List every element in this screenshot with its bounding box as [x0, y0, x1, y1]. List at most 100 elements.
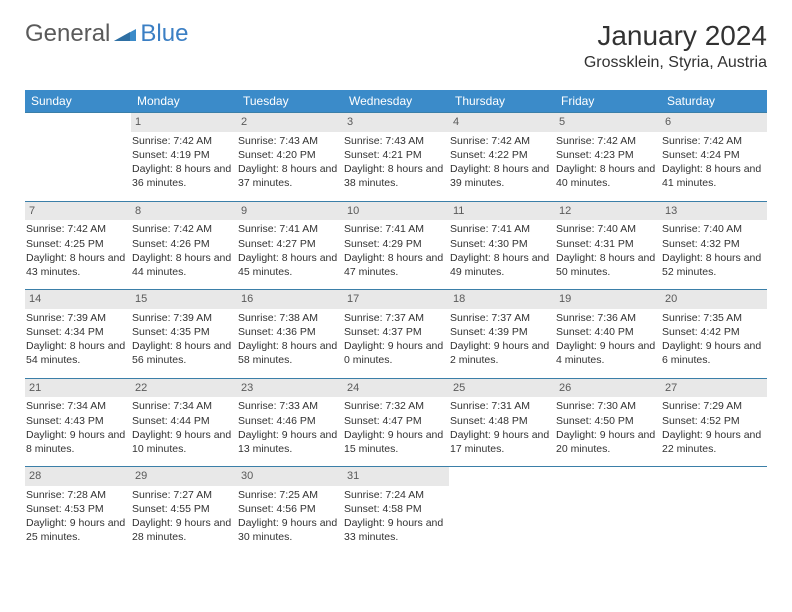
sunrise-text: Sunrise: 7:42 AM — [556, 134, 657, 148]
day-body — [661, 486, 767, 498]
sunset-text: Sunset: 4:22 PM — [450, 148, 551, 162]
day-number: 9 — [237, 202, 343, 221]
sunset-text: Sunset: 4:29 PM — [344, 237, 445, 251]
sunrise-text: Sunrise: 7:24 AM — [344, 488, 445, 502]
calendar-cell: 30Sunrise: 7:25 AMSunset: 4:56 PMDayligh… — [237, 467, 343, 555]
day-body: Sunrise: 7:42 AMSunset: 4:24 PMDaylight:… — [661, 132, 767, 201]
day-body: Sunrise: 7:39 AMSunset: 4:34 PMDaylight:… — [25, 309, 131, 378]
daylight-text: Daylight: 9 hours and 4 minutes. — [556, 339, 657, 367]
calendar-cell: 4 Sunrise: 7:42 AMSunset: 4:22 PMDaylight… — [449, 113, 555, 202]
day-body: Sunrise: 7:37 AMSunset: 4:39 PMDaylight:… — [449, 309, 555, 378]
sunrise-text: Sunrise: 7:25 AM — [238, 488, 339, 502]
sunset-text: Sunset: 4:46 PM — [238, 414, 339, 428]
daylight-text: Daylight: 8 hours and 52 minutes. — [662, 251, 763, 279]
logo-text-general: General — [25, 20, 110, 48]
day-body: Sunrise: 7:34 AMSunset: 4:43 PMDaylight:… — [25, 397, 131, 466]
calendar-cell: 23Sunrise: 7:33 AMSunset: 4:46 PMDayligh… — [237, 378, 343, 467]
day-body: Sunrise: 7:38 AMSunset: 4:36 PMDaylight:… — [237, 309, 343, 378]
day-number: 28 — [25, 467, 131, 486]
sunset-text: Sunset: 4:52 PM — [662, 414, 763, 428]
day-number: 4 — [449, 113, 555, 132]
calendar-cell: 7Sunrise: 7:42 AMSunset: 4:25 PMDaylight… — [25, 201, 131, 290]
day-number: 14 — [25, 290, 131, 309]
sunset-text: Sunset: 4:53 PM — [26, 502, 127, 516]
day-number: 2 — [237, 113, 343, 132]
daylight-text: Daylight: 8 hours and 39 minutes. — [450, 162, 551, 190]
day-body: Sunrise: 7:40 AMSunset: 4:32 PMDaylight:… — [661, 220, 767, 289]
calendar-row: 7Sunrise: 7:42 AMSunset: 4:25 PMDaylight… — [25, 201, 767, 290]
sunrise-text: Sunrise: 7:27 AM — [132, 488, 233, 502]
calendar-cell — [555, 467, 661, 555]
day-body: Sunrise: 7:31 AMSunset: 4:48 PMDaylight:… — [449, 397, 555, 466]
calendar-cell: 25Sunrise: 7:31 AMSunset: 4:48 PMDayligh… — [449, 378, 555, 467]
day-number: 15 — [131, 290, 237, 309]
day-body: Sunrise: 7:39 AMSunset: 4:35 PMDaylight:… — [131, 309, 237, 378]
day-number: 16 — [237, 290, 343, 309]
day-number: 1 — [131, 113, 237, 132]
calendar-cell: 13Sunrise: 7:40 AMSunset: 4:32 PMDayligh… — [661, 201, 767, 290]
title-block: January 2024 Grossklein, Styria, Austria — [584, 20, 767, 72]
day-number: 30 — [237, 467, 343, 486]
daylight-text: Daylight: 8 hours and 54 minutes. — [26, 339, 127, 367]
calendar-cell: 9Sunrise: 7:41 AMSunset: 4:27 PMDaylight… — [237, 201, 343, 290]
day-body: Sunrise: 7:29 AMSunset: 4:52 PMDaylight:… — [661, 397, 767, 466]
weekday-header: Thursday — [449, 90, 555, 113]
daylight-text: Daylight: 8 hours and 56 minutes. — [132, 339, 233, 367]
sunset-text: Sunset: 4:27 PM — [238, 237, 339, 251]
day-number: 10 — [343, 202, 449, 221]
calendar-cell: 20Sunrise: 7:35 AMSunset: 4:42 PMDayligh… — [661, 290, 767, 379]
day-body: Sunrise: 7:34 AMSunset: 4:44 PMDaylight:… — [131, 397, 237, 466]
daylight-text: Daylight: 9 hours and 17 minutes. — [450, 428, 551, 456]
daylight-text: Daylight: 9 hours and 0 minutes. — [344, 339, 445, 367]
sunrise-text: Sunrise: 7:43 AM — [238, 134, 339, 148]
sunrise-text: Sunrise: 7:38 AM — [238, 311, 339, 325]
calendar-cell: 5Sunrise: 7:42 AMSunset: 4:23 PMDaylight… — [555, 113, 661, 202]
sunrise-text: Sunrise: 7:31 AM — [450, 399, 551, 413]
sunrise-text: Sunrise: 7:40 AM — [662, 222, 763, 236]
day-number: 8 — [131, 202, 237, 221]
calendar-cell: 8Sunrise: 7:42 AMSunset: 4:26 PMDaylight… — [131, 201, 237, 290]
sunset-text: Sunset: 4:20 PM — [238, 148, 339, 162]
weekday-header: Wednesday — [343, 90, 449, 113]
sunrise-text: Sunrise: 7:43 AM — [344, 134, 445, 148]
sunrise-text: Sunrise: 7:30 AM — [556, 399, 657, 413]
day-number: 22 — [131, 379, 237, 398]
logo-triangle-icon — [114, 27, 136, 41]
sunrise-text: Sunrise: 7:35 AM — [662, 311, 763, 325]
sunset-text: Sunset: 4:23 PM — [556, 148, 657, 162]
day-body: Sunrise: 7:28 AMSunset: 4:53 PMDaylight:… — [25, 486, 131, 555]
weekday-header: Tuesday — [237, 90, 343, 113]
sunrise-text: Sunrise: 7:42 AM — [26, 222, 127, 236]
day-body: Sunrise: 7:30 AMSunset: 4:50 PMDaylight:… — [555, 397, 661, 466]
day-number: 11 — [449, 202, 555, 221]
calendar-cell: 10Sunrise: 7:41 AMSunset: 4:29 PMDayligh… — [343, 201, 449, 290]
sunrise-text: Sunrise: 7:42 AM — [450, 134, 551, 148]
calendar-cell: 26Sunrise: 7:30 AMSunset: 4:50 PMDayligh… — [555, 378, 661, 467]
day-number: 13 — [661, 202, 767, 221]
day-number: 29 — [131, 467, 237, 486]
sunrise-text: Sunrise: 7:42 AM — [132, 222, 233, 236]
daylight-text: Daylight: 9 hours and 30 minutes. — [238, 516, 339, 544]
sunrise-text: Sunrise: 7:33 AM — [238, 399, 339, 413]
sunrise-text: Sunrise: 7:39 AM — [132, 311, 233, 325]
calendar-cell: 17Sunrise: 7:37 AMSunset: 4:37 PMDayligh… — [343, 290, 449, 379]
day-body — [25, 132, 131, 144]
day-body: Sunrise: 7:41 AMSunset: 4:29 PMDaylight:… — [343, 220, 449, 289]
calendar-cell: 16Sunrise: 7:38 AMSunset: 4:36 PMDayligh… — [237, 290, 343, 379]
daylight-text: Daylight: 8 hours and 49 minutes. — [450, 251, 551, 279]
calendar-cell: 12Sunrise: 7:40 AMSunset: 4:31 PMDayligh… — [555, 201, 661, 290]
month-title: January 2024 — [584, 20, 767, 52]
day-number — [25, 113, 131, 132]
daylight-text: Daylight: 9 hours and 8 minutes. — [26, 428, 127, 456]
day-body: Sunrise: 7:42 AMSunset: 4:19 PMDaylight:… — [131, 132, 237, 201]
sunrise-text: Sunrise: 7:32 AM — [344, 399, 445, 413]
daylight-text: Daylight: 9 hours and 10 minutes. — [132, 428, 233, 456]
sunrise-text: Sunrise: 7:37 AM — [344, 311, 445, 325]
day-number: 3 — [343, 113, 449, 132]
calendar-cell: 18Sunrise: 7:37 AMSunset: 4:39 PMDayligh… — [449, 290, 555, 379]
calendar-cell: 21Sunrise: 7:34 AMSunset: 4:43 PMDayligh… — [25, 378, 131, 467]
day-body: Sunrise: 7:42 AMSunset: 4:26 PMDaylight:… — [131, 220, 237, 289]
day-number — [555, 467, 661, 486]
sunrise-text: Sunrise: 7:37 AM — [450, 311, 551, 325]
sunrise-text: Sunrise: 7:40 AM — [556, 222, 657, 236]
